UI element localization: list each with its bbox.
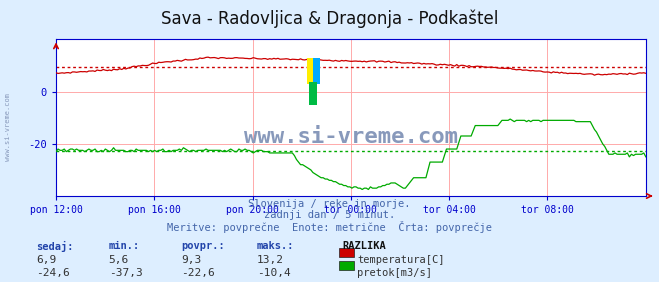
Text: Meritve: povprečne  Enote: metrične  Črta: povprečje: Meritve: povprečne Enote: metrične Črta:…	[167, 221, 492, 233]
FancyBboxPatch shape	[306, 58, 314, 84]
FancyBboxPatch shape	[309, 82, 317, 105]
Text: www.si-vreme.com: www.si-vreme.com	[5, 93, 11, 161]
Text: 5,6: 5,6	[109, 255, 129, 265]
Text: povpr.:: povpr.:	[181, 241, 225, 251]
Text: Sava - Radovljica & Dragonja - Podkaštel: Sava - Radovljica & Dragonja - Podkaštel	[161, 10, 498, 28]
Text: www.si-vreme.com: www.si-vreme.com	[244, 127, 458, 147]
Text: -24,6: -24,6	[36, 268, 70, 278]
Text: -22,6: -22,6	[181, 268, 215, 278]
Text: temperatura[C]: temperatura[C]	[357, 255, 445, 265]
Text: RAZLIKA: RAZLIKA	[343, 241, 386, 251]
Text: 6,9: 6,9	[36, 255, 57, 265]
Text: Slovenija / reke in morje.: Slovenija / reke in morje.	[248, 199, 411, 209]
Text: -10,4: -10,4	[257, 268, 291, 278]
Text: 13,2: 13,2	[257, 255, 284, 265]
FancyBboxPatch shape	[312, 58, 320, 84]
Text: pretok[m3/s]: pretok[m3/s]	[357, 268, 432, 278]
Text: maks.:: maks.:	[257, 241, 295, 251]
Text: -37,3: -37,3	[109, 268, 142, 278]
Text: min.:: min.:	[109, 241, 140, 251]
Text: 9,3: 9,3	[181, 255, 202, 265]
Text: zadnji dan / 5 minut.: zadnji dan / 5 minut.	[264, 210, 395, 220]
Text: sedaj:: sedaj:	[36, 241, 74, 252]
